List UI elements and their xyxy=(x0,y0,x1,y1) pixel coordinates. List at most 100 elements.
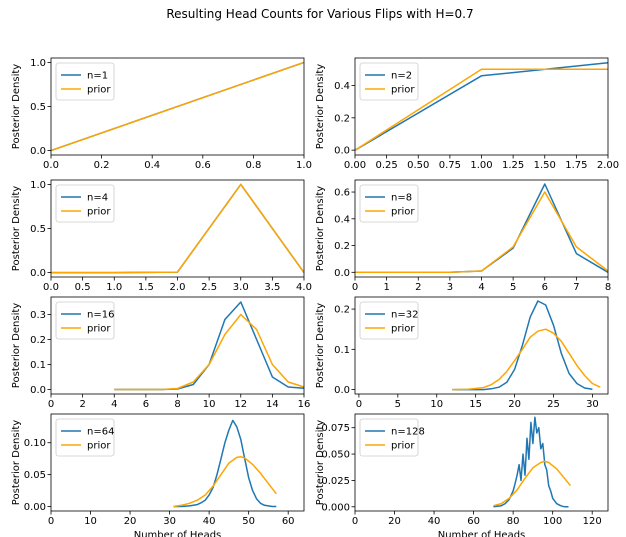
x-tick-label: 1.0 xyxy=(106,282,122,293)
legend-label: n=16 xyxy=(87,310,114,321)
legend-label: n=4 xyxy=(87,193,108,204)
legend: n=1 prior xyxy=(55,62,115,101)
legend-label: n=1 xyxy=(87,71,108,82)
legend-label: prior xyxy=(87,207,111,218)
y-tick-label: 0.5 xyxy=(30,224,46,235)
x-tick-label: 20 xyxy=(508,399,521,410)
legend-label: prior xyxy=(87,441,111,452)
x-tick-label: 0.25 xyxy=(375,160,397,171)
series-line-posterior xyxy=(452,300,593,391)
y-tick-label: 0.2 xyxy=(334,305,350,316)
legend-label: prior xyxy=(391,207,415,218)
x-tick-label: 2.5 xyxy=(201,282,217,293)
legend: n=128 prior xyxy=(359,418,425,457)
series-line-prior xyxy=(354,68,608,151)
x-tick-label: 0.0 xyxy=(43,282,59,293)
x-tick-label: 10 xyxy=(203,399,216,410)
legend-label: n=32 xyxy=(391,310,418,321)
legend-label: n=128 xyxy=(391,427,425,438)
x-tick-label: 1.5 xyxy=(138,282,154,293)
x-tick-label: 5 xyxy=(510,282,516,293)
y-tick-label: 0.0 xyxy=(30,268,46,279)
x-tick-label: 0.5 xyxy=(75,282,91,293)
y-tick-label: 0.025 xyxy=(321,476,350,487)
x-tick-label: 8 xyxy=(174,399,180,410)
x-tick-label: 25 xyxy=(547,399,560,410)
x-tick-label: 2 xyxy=(79,399,85,410)
x-tick-label: 1.0 xyxy=(296,160,312,171)
series-line-prior xyxy=(493,460,571,507)
axes-frame xyxy=(354,413,609,512)
x-tick-label: 100 xyxy=(543,516,562,527)
y-axis-label: Posterior Density xyxy=(11,303,22,388)
x-tick-label: 7 xyxy=(573,282,579,293)
series-line-posterior xyxy=(173,419,277,508)
series-line-prior xyxy=(173,456,277,508)
y-tick-label: 0.000 xyxy=(321,502,350,513)
y-tick-label: 0.2 xyxy=(334,113,350,124)
y-axis-label: Posterior Density xyxy=(315,64,326,149)
legend-label: n=2 xyxy=(391,71,412,82)
y-axis-label: Posterior Density xyxy=(315,420,326,505)
y-tick-label: 0.050 xyxy=(321,450,350,461)
subplot-4: 0 1 2 3 4 5 6 7 8 0.0 0.2 0.4 0.6 Posterior Density n=… xyxy=(315,179,611,293)
legend-box xyxy=(359,184,419,223)
x-tick-label: 1 xyxy=(383,282,389,293)
x-tick-label: 0.2 xyxy=(94,160,110,171)
x-tick-label: 0.00 xyxy=(344,160,366,171)
y-tick-label: 0.0 xyxy=(334,146,350,157)
x-tick-label: 4.0 xyxy=(296,282,312,293)
x-tick-label: 120 xyxy=(583,516,602,527)
y-tick-label: 0.0 xyxy=(30,146,46,157)
y-tick-label: 0.1 xyxy=(30,360,46,371)
x-tick-label: 2.0 xyxy=(170,282,186,293)
y-tick-label: 0.0 xyxy=(30,385,46,396)
x-tick-label: 5 xyxy=(395,399,401,410)
legend: n=8 prior xyxy=(359,184,419,223)
y-tick-label: 0.0 xyxy=(334,385,350,396)
y-tick-label: 0.075 xyxy=(321,423,350,434)
x-tick-label: 1.75 xyxy=(565,160,587,171)
y-tick-label: 1.0 xyxy=(30,180,46,191)
x-tick-label: 3.5 xyxy=(264,282,280,293)
y-tick-label: 0.5 xyxy=(30,102,46,113)
x-tick-label: 0.75 xyxy=(439,160,461,171)
x-tick-label: 8 xyxy=(605,282,611,293)
x-tick-label: 60 xyxy=(467,516,480,527)
y-tick-label: 0.4 xyxy=(334,81,350,92)
x-tick-label: 30 xyxy=(586,399,599,410)
x-tick-label: 0 xyxy=(352,516,358,527)
legend: n=16 prior xyxy=(55,301,115,340)
legend: n=32 prior xyxy=(359,301,418,340)
x-tick-label: 12 xyxy=(234,399,247,410)
y-tick-label: 0.10 xyxy=(24,438,46,449)
legend-label: prior xyxy=(391,324,415,335)
y-axis-label: Posterior Density xyxy=(315,303,326,388)
x-tick-label: 2 xyxy=(415,282,421,293)
y-tick-label: 0.1 xyxy=(334,345,350,356)
legend: n=4 prior xyxy=(55,184,115,223)
x-tick-label: 1.25 xyxy=(502,160,524,171)
series-line-prior xyxy=(51,183,305,274)
y-tick-label: 0.6 xyxy=(334,188,350,199)
series-line-prior xyxy=(50,61,305,152)
x-tick-label: 0 xyxy=(48,516,54,527)
x-tick-label: 3 xyxy=(447,282,453,293)
subplot-1: 0.0 0.2 0.4 0.6 0.8 1.0 0.0 0.5 1.0 Posterior Den… xyxy=(11,57,312,171)
legend: n=2 prior xyxy=(359,62,419,101)
y-tick-label: 0.3 xyxy=(30,310,46,321)
subplot-8: 0 20 40 60 80 100 120 0.000 0.025 0.050 0.075Poste… xyxy=(315,413,609,537)
subplot-3: 0.0 0.5 1.0 1.5 2.0 2.5 3.0 3.5 4.0 0.0 0.5 1.0 Post… xyxy=(11,179,312,293)
x-tick-label: 1.00 xyxy=(470,160,492,171)
legend-box xyxy=(55,301,115,340)
series-line-prior xyxy=(452,328,601,391)
x-tick-label: 3.0 xyxy=(233,282,249,293)
x-tick-label: 4 xyxy=(478,282,484,293)
figure-title: Resulting Head Counts for Various Flips … xyxy=(166,7,473,21)
y-axis-label: Posterior Density xyxy=(11,64,22,149)
series-line-posterior xyxy=(493,416,569,508)
legend-label: n=8 xyxy=(391,193,412,204)
axes-frame xyxy=(50,413,305,512)
